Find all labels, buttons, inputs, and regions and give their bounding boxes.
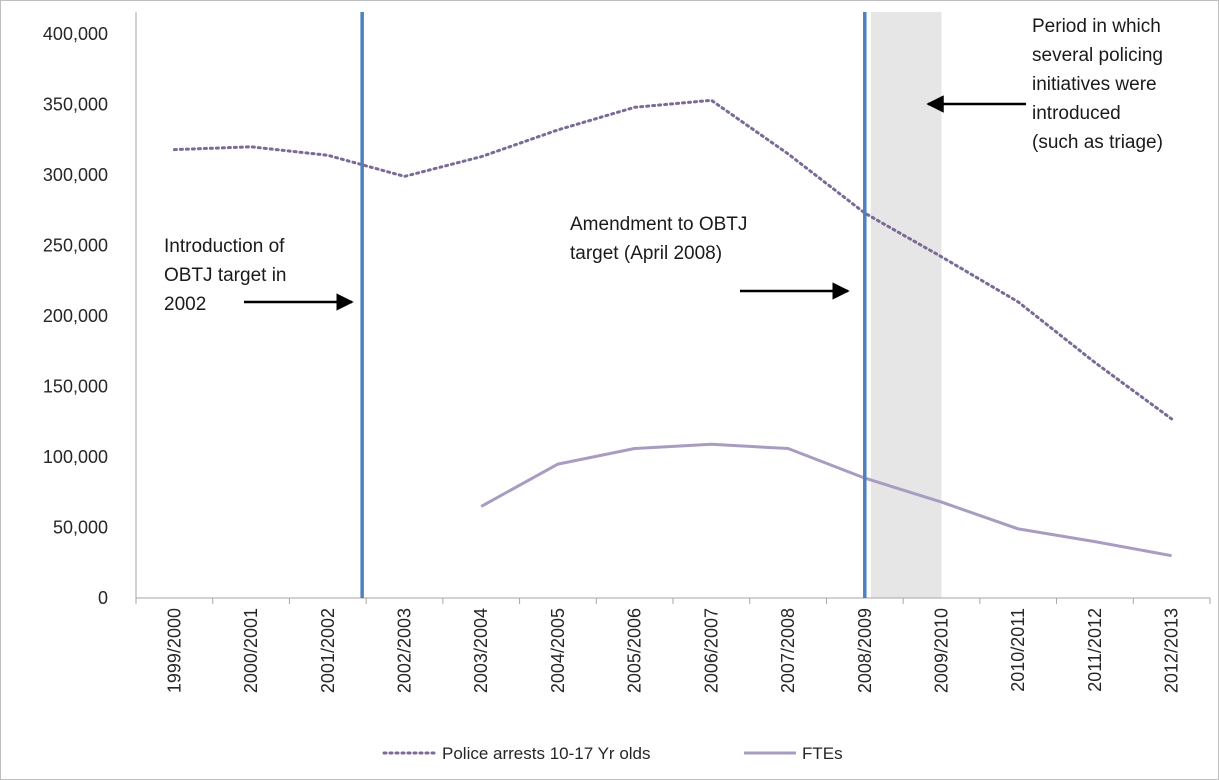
annotation-obtj-amend-line: Amendment to OBTJ bbox=[570, 214, 747, 235]
annotation-obtj-intro-line: Introduction of bbox=[164, 236, 285, 257]
x-tick-label: 1999/2000 bbox=[164, 608, 184, 693]
y-tick-label: 50,000 bbox=[53, 518, 108, 538]
series-line-ftes bbox=[480, 442, 1172, 558]
x-tick-label: 2010/2011 bbox=[1008, 608, 1028, 692]
x-tick-label: 2008/2009 bbox=[855, 608, 875, 693]
annotation-policing-period-line: (such as triage) bbox=[1032, 132, 1163, 153]
y-tick-label: 250,000 bbox=[43, 236, 108, 256]
y-tick-label: 200,000 bbox=[43, 306, 108, 326]
x-tick-label: 2001/2002 bbox=[318, 608, 338, 693]
y-tick-label: 0 bbox=[98, 588, 108, 608]
x-tick-label: 2009/2010 bbox=[932, 608, 952, 693]
annotation-policing-period-line: initiatives were bbox=[1032, 74, 1157, 95]
y-tick-label: 150,000 bbox=[43, 377, 108, 397]
annotation-policing-period-line: introduced bbox=[1032, 103, 1121, 124]
y-tick-label: 400,000 bbox=[43, 24, 108, 44]
x-tick-label: 2006/2007 bbox=[701, 608, 721, 693]
annotation-policing-period-line: several policing bbox=[1032, 45, 1163, 66]
x-tick-label: 2005/2006 bbox=[625, 608, 645, 693]
y-tick-label: 300,000 bbox=[43, 165, 108, 185]
annotation-obtj-amend-line: target (April 2008) bbox=[570, 243, 722, 264]
y-tick-label: 350,000 bbox=[43, 95, 108, 115]
x-tick-label: 2011/2012 bbox=[1085, 608, 1105, 692]
annotation-obtj-intro-line: OBTJ target in bbox=[164, 265, 287, 286]
shaded-band bbox=[870, 12, 942, 598]
x-tick-label: 2007/2008 bbox=[778, 608, 798, 693]
legend-label-ftes: FTEs bbox=[802, 744, 843, 763]
annotation-obtj-intro-line: 2002 bbox=[164, 294, 206, 315]
x-tick-label: 2004/2005 bbox=[548, 608, 568, 693]
annotation-policing-period-line: Period in which bbox=[1032, 16, 1161, 37]
x-tick-label: 2003/2004 bbox=[471, 608, 491, 693]
x-tick-label: 2000/2001 bbox=[241, 608, 261, 693]
y-tick-label: 100,000 bbox=[43, 447, 108, 467]
series-line-police-arrests bbox=[172, 98, 1174, 421]
x-tick-label: 2012/2013 bbox=[1162, 608, 1182, 693]
x-tick-label: 2002/2003 bbox=[395, 608, 415, 693]
legend-label-police-arrests: Police arrests 10-17 Yr olds bbox=[442, 744, 651, 763]
